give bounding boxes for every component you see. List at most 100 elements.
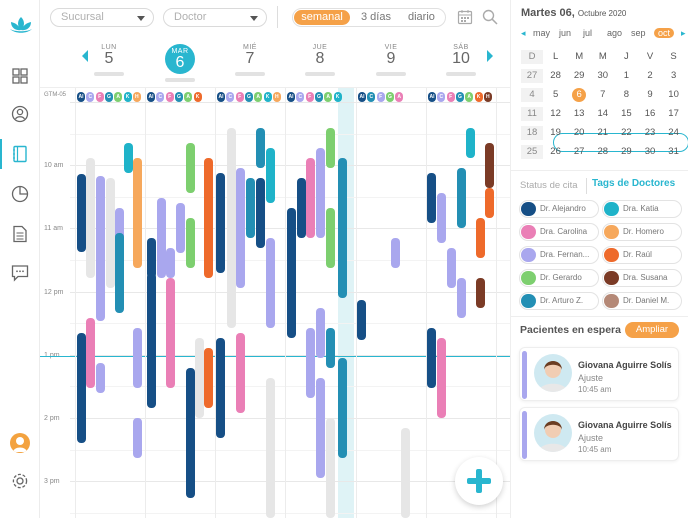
appointment-block[interactable] <box>316 308 325 358</box>
doctor-chip[interactable]: K <box>333 92 342 102</box>
appointment-block[interactable] <box>357 300 366 340</box>
appointment-block[interactable] <box>124 143 133 173</box>
calendar-day[interactable]: 22 <box>621 127 632 138</box>
status-title[interactable]: Status de cita <box>520 180 578 191</box>
appointment-block[interactable] <box>96 363 105 393</box>
view-weekly-tab[interactable]: semanal <box>294 10 350 25</box>
appointment-block[interactable] <box>466 128 475 158</box>
appointment-block[interactable] <box>266 148 275 203</box>
calendar-day[interactable]: 6 <box>576 89 582 100</box>
month-item-active[interactable]: oct <box>654 28 675 38</box>
appointment-block[interactable] <box>77 333 86 443</box>
doctor-chip[interactable]: C <box>296 92 305 102</box>
month-item[interactable]: may <box>533 28 551 38</box>
doctor-tag[interactable]: Dra. Susana <box>602 269 682 287</box>
appointment-block[interactable] <box>306 328 315 398</box>
appointment-block[interactable] <box>106 178 115 288</box>
appointment-block[interactable] <box>447 248 456 288</box>
appointment-block[interactable] <box>133 158 142 268</box>
document-icon[interactable] <box>10 224 30 244</box>
doctor-chip[interactable]: G <box>174 92 183 102</box>
appointment-block[interactable] <box>115 233 124 313</box>
appointment-block[interactable] <box>96 176 105 321</box>
chevron-right-icon[interactable]: ▸ <box>681 28 686 38</box>
view-3days-tab[interactable]: 3 días <box>361 11 391 23</box>
appointment-block[interactable] <box>227 128 236 328</box>
calendar-day[interactable]: 23 <box>644 127 656 138</box>
doctor-chip[interactable]: C <box>86 92 95 102</box>
appointment-block[interactable] <box>326 328 335 368</box>
calendar-day[interactable]: 7 <box>600 89 606 100</box>
month-item[interactable]: jun <box>559 28 572 38</box>
doctor-tag[interactable]: Dr. Alejandro <box>519 200 599 218</box>
appointment-block[interactable] <box>147 348 156 408</box>
doctor-chip[interactable]: C <box>156 92 165 102</box>
doctor-chip[interactable]: A <box>184 92 193 102</box>
user-avatar-icon[interactable] <box>10 433 30 453</box>
appointment-block[interactable] <box>216 338 225 438</box>
doctor-chip[interactable]: A <box>465 92 474 102</box>
appointment-block[interactable] <box>457 168 466 228</box>
doctor-chip[interactable]: K <box>123 92 132 102</box>
settings-icon[interactable] <box>10 471 30 491</box>
appointment-block[interactable] <box>77 174 86 252</box>
doctor-tag[interactable]: Dr. Homero <box>602 223 682 241</box>
view-daily-tab[interactable]: diario <box>408 11 435 23</box>
doctor-chip[interactable]: C <box>437 92 446 102</box>
appointment-block[interactable] <box>256 178 265 248</box>
appointment-block[interactable] <box>297 178 306 238</box>
appointment-block[interactable] <box>166 248 175 278</box>
appointment-block[interactable] <box>186 218 195 268</box>
doctor-chip[interactable]: G <box>385 92 394 102</box>
doctor-chip[interactable]: F <box>95 92 104 102</box>
doctor-tag[interactable]: Dr. Raúl <box>602 246 682 264</box>
doctor-chip[interactable]: G <box>455 92 464 102</box>
doctor-tag[interactable]: Dr. Daniel M. <box>602 292 682 310</box>
patient-icon[interactable] <box>10 104 30 124</box>
chevron-left-icon[interactable]: ◂ <box>521 28 526 38</box>
doctor-chip[interactable]: F <box>235 92 244 102</box>
calendar-day[interactable]: 9 <box>647 89 653 100</box>
appointment-block[interactable] <box>287 238 296 338</box>
calendar-day[interactable]: 15 <box>621 108 632 119</box>
doctor-chip[interactable]: A <box>254 92 263 102</box>
doctor-chip[interactable]: H <box>272 92 281 102</box>
doctor-chip[interactable]: H <box>132 92 141 102</box>
appointment-block[interactable] <box>266 378 275 518</box>
appointment-block[interactable] <box>427 328 436 388</box>
appointment-block[interactable] <box>204 348 213 408</box>
appointment-block[interactable] <box>457 278 466 318</box>
calendar-day[interactable]: 16 <box>644 108 656 119</box>
agenda-icon[interactable] <box>0 139 30 169</box>
appointment-block[interactable] <box>86 158 95 278</box>
appointment-block[interactable] <box>476 218 485 258</box>
doctor-chip[interactable]: G <box>314 92 323 102</box>
calendar-day[interactable]: 5 <box>552 89 559 100</box>
calendar-day[interactable]: 21 <box>597 127 609 138</box>
doctor-chip[interactable]: H <box>483 92 492 102</box>
dashboard-icon[interactable] <box>10 66 30 86</box>
doctor-chip[interactable]: K <box>263 92 272 102</box>
appointment-block[interactable] <box>186 143 195 193</box>
add-appointment-button[interactable] <box>455 457 503 505</box>
appointment-block[interactable] <box>437 193 446 243</box>
doctor-chip[interactable]: C <box>367 92 376 102</box>
calendar-day[interactable]: 24 <box>668 127 679 138</box>
calendar-day[interactable]: 12 <box>550 108 561 119</box>
search-icon[interactable] <box>482 9 498 25</box>
appointment-block[interactable] <box>476 278 485 308</box>
chevron-right-icon[interactable] <box>487 50 493 62</box>
appointment-block[interactable] <box>236 333 245 413</box>
tags-title[interactable]: Tags de Doctores <box>592 178 676 189</box>
appointment-block[interactable] <box>485 143 494 188</box>
calendar-day[interactable]: 29 <box>573 70 585 81</box>
appointment-block[interactable] <box>216 173 225 273</box>
appointment-block[interactable] <box>266 238 275 328</box>
doctor-chip[interactable]: F <box>165 92 174 102</box>
month-item[interactable]: sep <box>631 28 646 38</box>
appointment-block[interactable] <box>166 278 175 388</box>
day-column-header[interactable]: VIE 9 <box>356 44 426 76</box>
month-item[interactable]: jul <box>583 28 593 38</box>
doctor-chip[interactable]: A <box>324 92 333 102</box>
sucursal-select[interactable]: Sucursal <box>50 8 154 27</box>
